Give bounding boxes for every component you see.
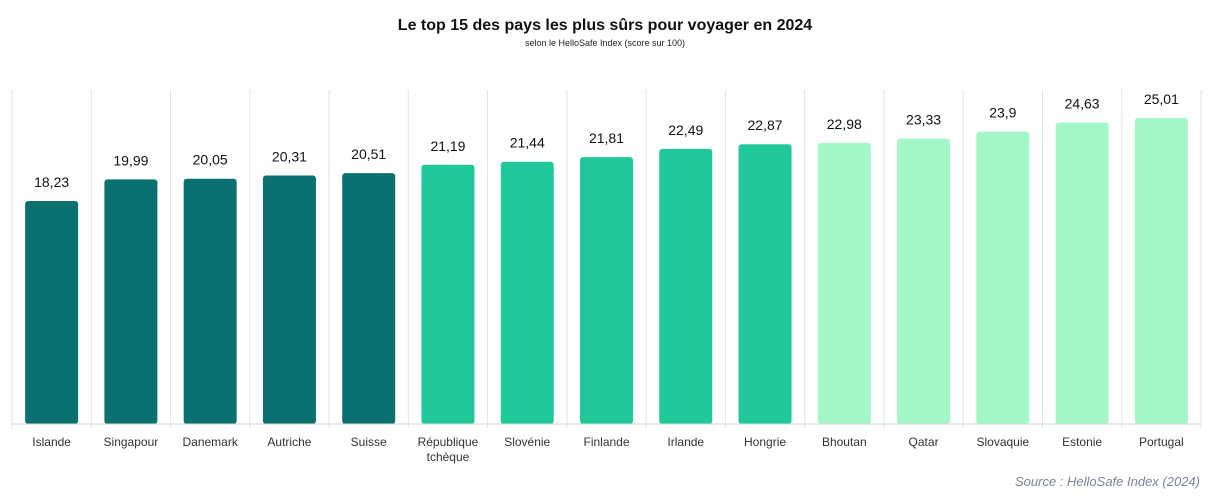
value-label: 21,19 — [430, 138, 465, 154]
x-tick-label: Autriche — [267, 435, 311, 449]
bar-slovénie — [500, 161, 554, 424]
x-tick-label: Slovaquie — [976, 435, 1029, 449]
chart-title: Le top 15 des pays les plus sûrs pour vo… — [397, 17, 813, 34]
bar-hongrie — [738, 144, 792, 424]
value-label: 22,49 — [668, 122, 703, 138]
value-label: 22,87 — [748, 117, 783, 133]
grid-lines — [11, 90, 1202, 428]
x-tick-label: Hongrie — [744, 435, 786, 449]
bar-suisse — [342, 173, 396, 424]
x-tick-label: Slovénie — [504, 435, 550, 449]
value-label: 23,33 — [906, 112, 941, 128]
bar-république-tchèque — [421, 164, 475, 424]
bars — [25, 118, 1188, 425]
x-tick-label: Bhoutan — [822, 435, 867, 449]
x-tick-label: Danemark — [182, 435, 238, 449]
bar-islande — [25, 200, 79, 424]
value-label: 21,81 — [589, 130, 624, 146]
value-label: 20,31 — [272, 149, 307, 165]
value-label: 19,99 — [113, 152, 148, 168]
value-label: 20,51 — [351, 146, 386, 162]
x-tick-label: Islande — [32, 435, 71, 449]
value-label: 21,44 — [510, 135, 545, 151]
x-tick-label: République tchèque — [418, 435, 479, 464]
bar-qatar — [897, 138, 951, 425]
bar-singapour — [104, 179, 158, 424]
x-axis-labels: Islande Singapour Danemark Autriche Suisse Ré… — [32, 435, 1183, 464]
bar-slovaquie — [976, 131, 1030, 424]
x-tick-label: Qatar — [909, 435, 939, 449]
x-tick-label: Irlande — [667, 435, 704, 449]
x-tick-label: Portugal — [1139, 435, 1184, 449]
bar-finlande — [580, 157, 633, 424]
source-note: Source : HelloSafe Index (2024) — [1015, 474, 1200, 489]
bar-irlande — [659, 148, 713, 424]
value-label: 22,98 — [827, 116, 862, 132]
x-tick-label: Finlande — [583, 435, 629, 449]
bar-danemark — [183, 178, 237, 424]
bar-estonie — [1055, 122, 1109, 425]
x-tick-label: Estonie — [1062, 435, 1102, 449]
value-label: 20,05 — [193, 152, 228, 168]
bar-autriche — [262, 175, 316, 424]
bar-bhoutan — [817, 142, 871, 424]
value-label: 25,01 — [1144, 91, 1179, 107]
x-tick-label: Suisse — [351, 435, 387, 449]
value-label: 24,63 — [1065, 96, 1100, 112]
value-label: 23,9 — [989, 105, 1016, 121]
bar-chart: 18,23 19,99 20,05 20,31 20,51 21,19 21,44 21,81… — [11, 90, 1202, 464]
x-tick-label: Singapour — [104, 435, 159, 449]
bar-portugal — [1134, 118, 1188, 425]
value-labels: 18,23 19,99 20,05 20,31 20,51 21,19 21,44 21,81… — [34, 91, 1179, 190]
chart-subtitle: selon le HelloSafe Index (score sur 100) — [524, 38, 686, 48]
value-label: 18,23 — [34, 174, 69, 190]
